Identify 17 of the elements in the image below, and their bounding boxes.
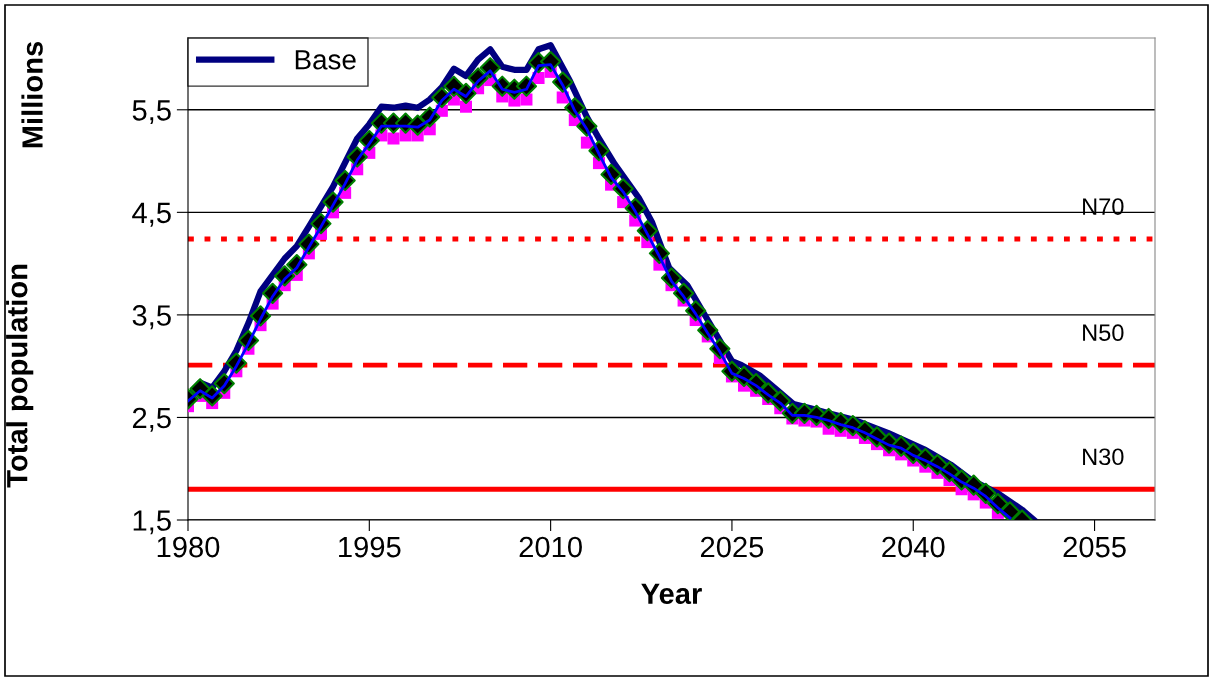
x-tick-label: 2040 [882,536,945,558]
x-tick-label: 1980 [157,536,220,558]
x-tick-label: 1995 [339,536,401,558]
y-tick-label: 5,5 [132,100,171,125]
y-tick-label: 1,5 [133,510,171,535]
x-tick-label: 2055 [1063,536,1126,558]
x-tick-label: 2025 [700,536,764,558]
y-axis-title: Total population [6,264,34,488]
text: Millions [21,41,43,148]
y-tick-label: 2,5 [132,407,171,432]
y-tick-label: 4,5 [132,202,171,227]
ref-line-label: N30 [1083,448,1124,466]
y-tick-label: 3,5 [132,305,171,330]
ref-line-label: N50 [1083,324,1124,342]
x-tick-label: 2010 [519,536,582,558]
legend-label: Base [295,50,356,70]
x-axis-title: Year [641,583,702,605]
